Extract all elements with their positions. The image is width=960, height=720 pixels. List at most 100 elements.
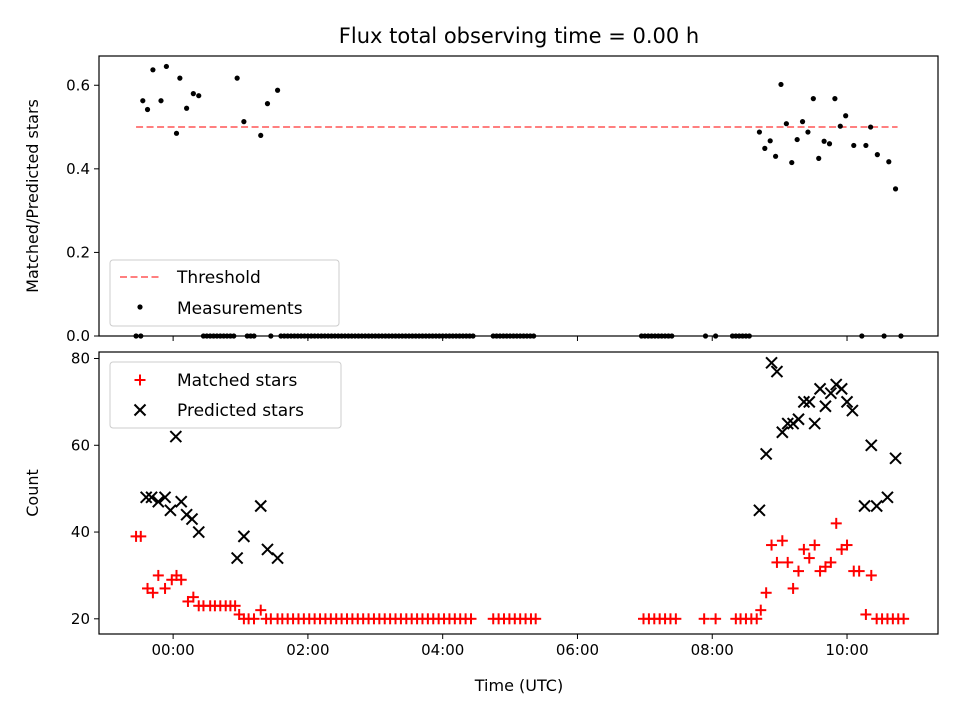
x-stroke-b bbox=[192, 525, 205, 539]
data-point bbox=[530, 613, 542, 625]
data-point bbox=[870, 499, 883, 513]
dot-shape bbox=[196, 93, 202, 99]
data-point bbox=[824, 387, 838, 400]
data-point bbox=[771, 556, 783, 568]
data-point bbox=[698, 613, 710, 625]
data-point bbox=[755, 604, 767, 616]
data-point bbox=[261, 543, 274, 556]
series-matched-stars bbox=[130, 517, 910, 625]
data-point bbox=[826, 141, 833, 147]
x-stroke-b bbox=[797, 395, 811, 409]
data-point bbox=[889, 452, 902, 465]
y-tick-label: 40 bbox=[71, 523, 90, 541]
data-point bbox=[184, 105, 190, 111]
x-tick-label: 04:00 bbox=[421, 641, 464, 659]
data-point bbox=[792, 413, 805, 426]
dot-shape bbox=[794, 136, 800, 143]
data-point bbox=[185, 512, 199, 526]
data-point bbox=[841, 539, 853, 551]
dot-shape bbox=[258, 132, 264, 139]
data-point bbox=[248, 613, 260, 625]
dot-shape bbox=[184, 105, 190, 111]
chart-title: Flux total observing time = 0.00 h bbox=[339, 24, 699, 48]
data-point bbox=[258, 132, 264, 139]
dot-shape bbox=[799, 119, 806, 125]
data-point bbox=[241, 119, 247, 125]
dot-shape bbox=[241, 119, 247, 125]
dot-shape bbox=[264, 101, 271, 107]
data-point bbox=[175, 574, 187, 586]
data-point bbox=[229, 600, 241, 612]
dot-shape bbox=[832, 96, 838, 102]
data-point bbox=[152, 569, 164, 581]
data-point bbox=[770, 365, 784, 378]
x-stroke-b bbox=[254, 499, 267, 513]
data-point bbox=[813, 382, 827, 396]
x-stroke-b bbox=[152, 495, 165, 508]
y-tick-label: 0.4 bbox=[66, 160, 90, 178]
data-point bbox=[781, 417, 794, 430]
dot-shape bbox=[163, 63, 169, 70]
data-point bbox=[140, 98, 146, 104]
data-point bbox=[892, 186, 899, 192]
legend-predicted-label: Predicted stars bbox=[177, 401, 304, 421]
data-point bbox=[158, 491, 172, 504]
dot-shape bbox=[762, 145, 768, 151]
data-point bbox=[868, 124, 874, 130]
bottom-panel-y-axis-label: Count bbox=[23, 469, 42, 517]
data-point bbox=[158, 98, 164, 104]
ratio-panel: 0.0 0.2 0.4 0.6 bbox=[66, 55, 939, 345]
dot-shape bbox=[158, 98, 164, 104]
data-point bbox=[145, 491, 158, 504]
data-point bbox=[254, 499, 267, 513]
x-stroke-b bbox=[865, 439, 878, 452]
x-stroke-b bbox=[164, 504, 177, 517]
x-stroke-b bbox=[840, 395, 854, 409]
x-stroke-b bbox=[139, 491, 153, 504]
data-point bbox=[759, 447, 773, 461]
data-point bbox=[196, 93, 202, 99]
data-point bbox=[797, 395, 811, 409]
x-stroke-b bbox=[145, 491, 158, 504]
data-point bbox=[843, 113, 849, 119]
data-point bbox=[881, 491, 894, 504]
data-point bbox=[874, 152, 880, 158]
x-stroke-b bbox=[889, 452, 902, 465]
data-point bbox=[465, 613, 477, 625]
legend-matched-label: Matched stars bbox=[177, 371, 297, 391]
data-point bbox=[670, 613, 682, 625]
dot-shape bbox=[144, 106, 151, 113]
x-stroke-b bbox=[158, 491, 172, 504]
legend-predicted-swatch bbox=[133, 403, 147, 417]
x-stroke-b bbox=[870, 499, 883, 513]
dot-shape bbox=[190, 91, 196, 97]
x-stroke-b bbox=[133, 403, 147, 417]
x-stroke-b bbox=[881, 491, 894, 504]
data-point bbox=[778, 81, 784, 88]
dot-shape bbox=[851, 142, 857, 149]
x-tick-label: 10:00 bbox=[825, 641, 868, 659]
dot-shape bbox=[177, 75, 183, 81]
data-point bbox=[147, 587, 159, 599]
y-tick-label: 0.0 bbox=[66, 327, 90, 345]
data-point bbox=[793, 565, 805, 577]
x-tick-label: 08:00 bbox=[691, 641, 734, 659]
data-point bbox=[152, 495, 165, 508]
data-point bbox=[177, 75, 183, 81]
data-point bbox=[853, 565, 865, 577]
count-panel: 20 40 60 80 00:00 02:00 04:00 06:00 08:00 10:00 bbox=[71, 350, 939, 659]
data-point bbox=[710, 613, 722, 625]
legend-matched-swatch bbox=[134, 374, 146, 386]
data-point bbox=[766, 539, 778, 551]
data-point bbox=[753, 504, 766, 517]
legend-box bbox=[109, 361, 342, 429]
data-point bbox=[810, 96, 816, 102]
data-point bbox=[816, 155, 822, 161]
x-stroke-b bbox=[824, 387, 838, 400]
dot-shape bbox=[826, 141, 833, 147]
legend-box bbox=[109, 259, 340, 327]
plot-frame bbox=[98, 351, 939, 635]
data-point bbox=[825, 556, 837, 568]
data-point bbox=[808, 417, 821, 430]
data-point bbox=[809, 539, 821, 551]
